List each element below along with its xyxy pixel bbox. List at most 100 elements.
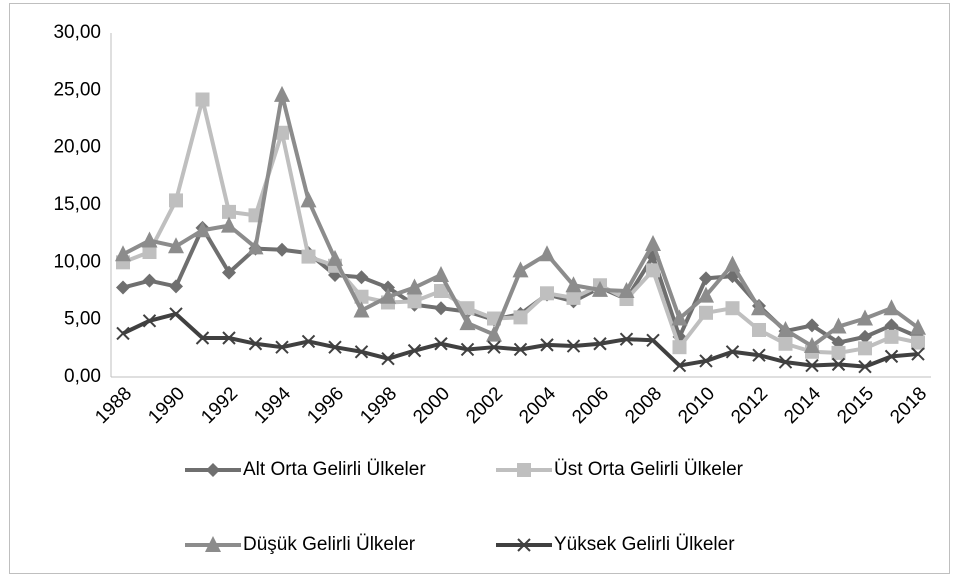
data-point (592, 280, 608, 297)
legend-label: Alt Orta Gelirli Ülkeler (243, 459, 426, 480)
y-tick-label: 5,00 (64, 309, 101, 330)
data-point (275, 242, 289, 257)
data-point (353, 301, 370, 318)
data-point (142, 273, 157, 288)
data-point (619, 332, 634, 346)
data-point (725, 301, 740, 316)
data-point (566, 339, 581, 353)
data-point (884, 349, 899, 364)
data-point (486, 325, 502, 342)
data-point (434, 337, 448, 351)
legend-label: Yüksek Gelirli Ülkeler (554, 534, 735, 555)
data-point (275, 125, 289, 140)
y-tick-label: 0,00 (64, 366, 101, 387)
data-point (805, 358, 819, 373)
data-point (381, 280, 395, 295)
data-point (884, 329, 899, 344)
data-point (434, 284, 448, 298)
legend-marker (517, 463, 531, 477)
data-point (646, 263, 660, 278)
data-point (618, 282, 635, 298)
data-point (724, 255, 741, 272)
data-point (301, 334, 316, 349)
data-point (593, 337, 607, 351)
data-point (248, 337, 263, 351)
data-point (911, 335, 925, 350)
data-point (698, 286, 714, 303)
data-point (539, 245, 555, 262)
data-point (858, 329, 872, 344)
data-point (222, 204, 236, 219)
data-point (169, 307, 183, 321)
data-point (858, 359, 872, 374)
data-point (434, 301, 448, 316)
data-point (407, 343, 422, 358)
data-point (831, 345, 846, 360)
data-point (460, 342, 475, 357)
data-point (672, 340, 687, 355)
data-point (831, 357, 846, 372)
data-point (195, 331, 210, 345)
data-point (778, 355, 793, 369)
data-point (274, 85, 290, 102)
data-point (883, 299, 900, 316)
data-point (699, 354, 713, 368)
data-point (512, 261, 529, 278)
data-point (169, 279, 183, 294)
data-point (910, 318, 926, 335)
data-point (142, 245, 157, 260)
data-point (460, 301, 475, 316)
data-point (884, 318, 899, 333)
data-point (301, 249, 316, 264)
data-point (778, 336, 793, 351)
y-tick-label: 10,00 (53, 251, 101, 272)
data-point (540, 338, 554, 352)
data-point (646, 333, 660, 348)
data-point (115, 245, 131, 262)
data-point (381, 351, 395, 366)
data-point (222, 331, 236, 345)
data-point (857, 309, 873, 326)
data-point (406, 278, 423, 295)
data-point (194, 221, 211, 238)
data-point (116, 326, 130, 341)
data-point (300, 191, 317, 208)
data-point (459, 314, 476, 331)
y-tick-label: 20,00 (53, 137, 101, 158)
data-point (247, 238, 264, 255)
data-point (222, 265, 236, 280)
data-point (513, 342, 528, 357)
data-point (168, 237, 184, 254)
y-tick-label: 25,00 (53, 79, 101, 100)
data-point (805, 318, 819, 333)
data-point (354, 270, 369, 285)
data-point (433, 265, 449, 282)
legend-marker (206, 463, 220, 477)
data-point (407, 294, 422, 309)
data-point (487, 340, 501, 354)
data-point (142, 314, 157, 328)
y-tick-label: 30,00 (53, 22, 101, 43)
data-point (380, 287, 396, 304)
data-point (540, 286, 554, 301)
data-point (672, 358, 687, 373)
data-point (830, 317, 847, 334)
data-point (699, 305, 713, 320)
data-point (195, 92, 210, 107)
data-point (804, 337, 820, 354)
y-tick-label: 15,00 (53, 194, 101, 215)
legend-marker (517, 538, 531, 552)
data-point (328, 340, 342, 354)
data-point (116, 280, 130, 295)
data-point (911, 347, 925, 361)
data-point (699, 271, 713, 286)
data-point (169, 193, 183, 208)
data-point (858, 341, 872, 356)
data-point (141, 231, 158, 248)
legend-label: Üst Orta Gelirli Ülkeler (554, 459, 744, 480)
data-point (221, 216, 237, 233)
data-point (327, 249, 343, 266)
data-point (752, 322, 766, 337)
data-point (777, 320, 794, 337)
